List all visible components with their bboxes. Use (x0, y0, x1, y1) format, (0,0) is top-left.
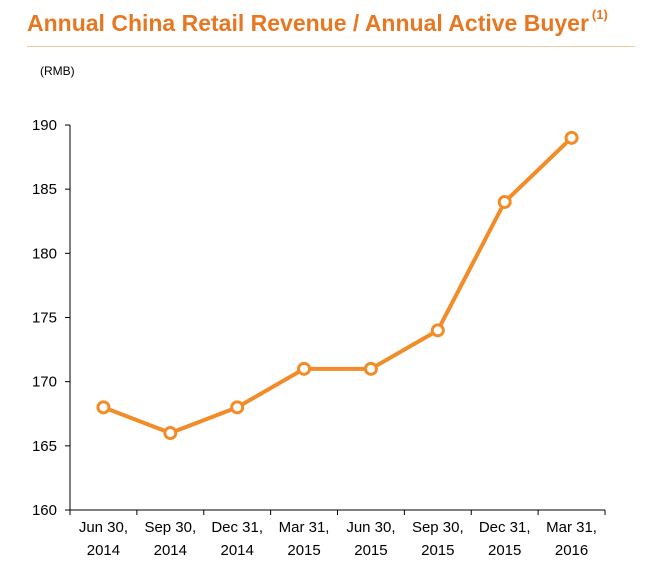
y-tick-label: 170 (32, 374, 57, 391)
series-group (96, 130, 579, 440)
x-tick-label-line: 2015 (488, 542, 521, 559)
data-point (430, 323, 445, 338)
x-tick-label-line: 2015 (354, 542, 387, 559)
x-tick-label-line: Jun 30, (346, 519, 395, 536)
x-tick-label-line: 2014 (154, 542, 187, 559)
x-tick-label: Sep 30, 2014 (144, 519, 196, 559)
x-tick-label: Dec 31, 2015 (479, 519, 531, 559)
x-tick-label-line: Mar 31, (546, 519, 597, 536)
x-tick-label: Jun 30, 2014 (79, 519, 128, 559)
x-tick-label: Dec 31, 2014 (211, 519, 263, 559)
x-tick-label-line: Jun 30, (79, 519, 128, 536)
data-point (96, 400, 111, 415)
x-tick-label-line: 2015 (421, 542, 454, 559)
x-tick-label: Mar 31, 2015 (279, 519, 330, 559)
data-point (163, 426, 178, 440)
title-footnote: (1) (591, 7, 608, 23)
x-axis-ticks: Jun 30, 2014 Sep 30, 2014 Dec 31, 2014 Mar 31,… (69, 510, 606, 559)
y-tick-label: 185 (32, 181, 57, 198)
x-tick-label: Jun 30, 2015 (346, 519, 395, 559)
y-tick-label: 160 (32, 502, 57, 519)
data-point (230, 400, 245, 415)
data-point (297, 361, 312, 376)
y-tick-label: 165 (32, 438, 57, 455)
x-tick-label-line: Dec 31, (211, 519, 263, 536)
data-point (564, 130, 579, 145)
x-tick-label-line: Sep 30, (144, 519, 196, 536)
x-tick-label-line: 2015 (287, 542, 320, 559)
x-tick-label-line: Mar 31, (279, 519, 330, 536)
chart-title-text: Annual China Retail Revenue / Annual Act… (27, 10, 589, 36)
x-tick-label: Sep 30, 2015 (412, 519, 464, 559)
x-tick-label-line: 2014 (87, 542, 120, 559)
y-tick-label: 180 (32, 245, 57, 262)
series-line (101, 135, 574, 435)
x-tick-label-line: 2014 (221, 542, 254, 559)
data-point (497, 195, 512, 209)
y-tick-label: 190 (32, 117, 57, 134)
y-tick-label: 175 (32, 310, 57, 327)
title-divider (27, 46, 635, 47)
x-tick-label-line: 2016 (555, 542, 588, 559)
y-unit-label: (RMB) (40, 64, 75, 78)
x-tick-label-line: Dec 31, (479, 519, 531, 536)
x-tick-label: Mar 31, 2016 (546, 519, 597, 559)
x-tick-label-line: Sep 30, (412, 519, 464, 536)
y-axis-ticks: 160 165 170 175 180 185 190 (32, 117, 70, 519)
chart-title: Annual China Retail Revenue / Annual Act… (27, 7, 608, 37)
data-point (363, 361, 378, 376)
